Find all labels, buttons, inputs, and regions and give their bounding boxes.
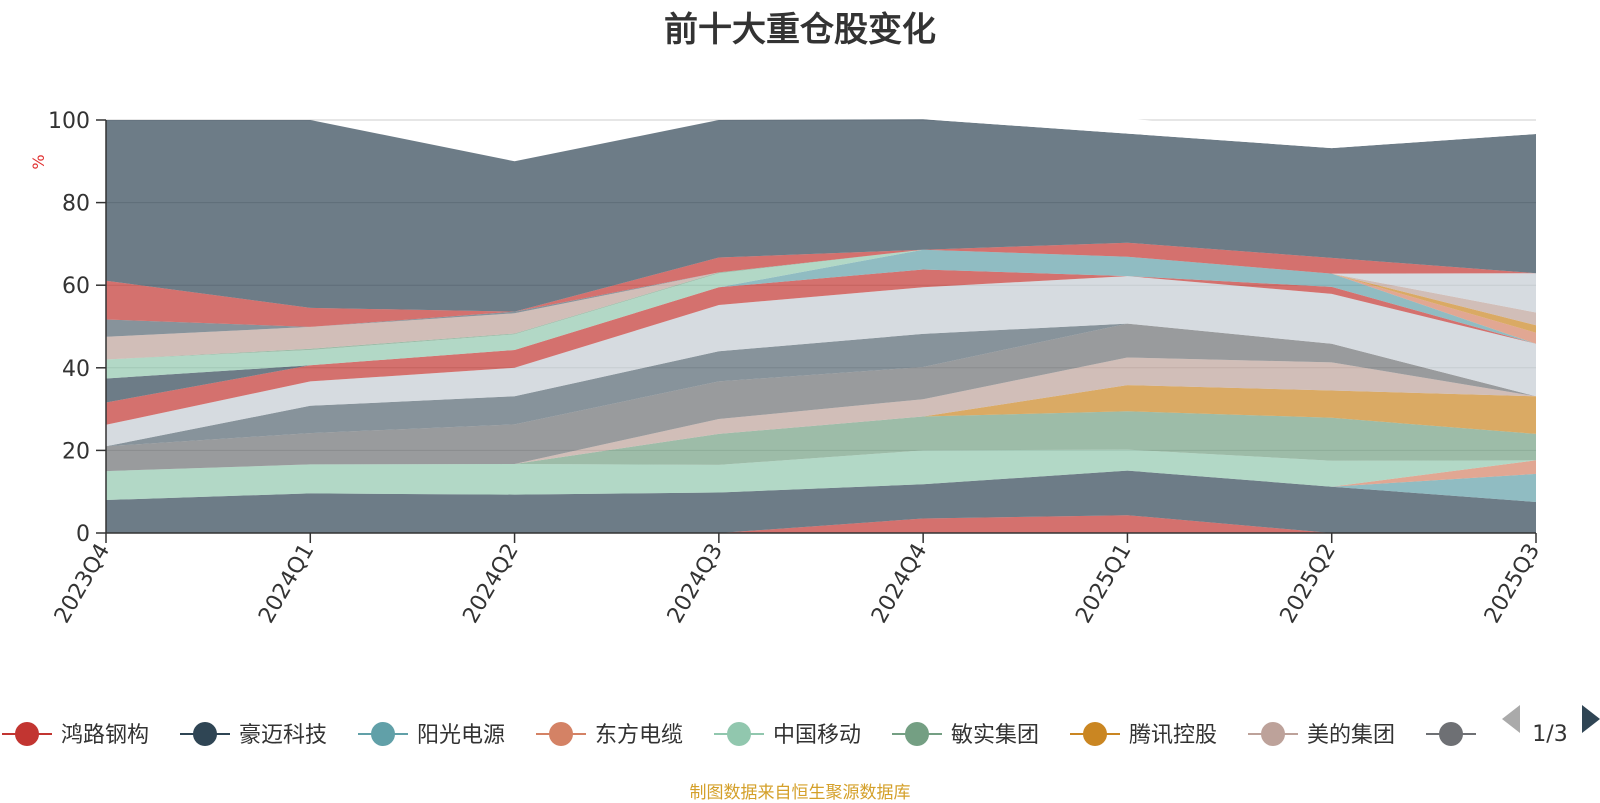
legend-label: 东方电缆 [595, 723, 683, 748]
area-series-紫金矿业[interactable] [106, 249, 1536, 379]
y-axis-label: % [29, 154, 48, 169]
legend-item[interactable]: 敏实集团 [892, 722, 1039, 748]
x-tick-label: 2024Q3 [663, 540, 728, 628]
area-series-美的集团[interactable] [106, 357, 1536, 472]
legend-marker-icon [549, 722, 573, 746]
area-series-比亚迪[interactable] [106, 249, 1536, 379]
area-series-腾讯控股[interactable] [106, 385, 1536, 472]
legend-marker-icon [371, 722, 395, 746]
area-series-宁德时代[interactable] [106, 323, 1536, 447]
legend-item[interactable]: 阳光电源 [358, 722, 505, 748]
chart-title: 前十大重仓股变化 [664, 10, 936, 50]
y-tick-label: 60 [62, 274, 90, 299]
x-tick-label: 2025Q2 [1276, 540, 1341, 628]
legend-marker-icon [1261, 722, 1285, 746]
legend-label: 豪迈科技 [239, 723, 327, 748]
legend-label: 阳光电源 [417, 723, 505, 748]
y-tick-label: 80 [62, 192, 90, 217]
y-tick-label: 0 [76, 522, 90, 547]
y-tick-label: 100 [48, 109, 90, 134]
x-tick-label: 2024Q4 [867, 540, 932, 628]
legend-item[interactable]: 海尔智家 [1426, 722, 1573, 748]
area-series-海尔智家[interactable] [106, 323, 1536, 472]
area-series-国电南瑞[interactable] [106, 276, 1536, 447]
legend: 鸿路钢构 豪迈科技 阳光电源 东方电缆 中国移动 敏实集团 腾讯控股 美的集团 海尔智家 [2, 722, 1573, 748]
y-tick-labels: 0 20 40 60 80 100 [48, 109, 90, 547]
legend-label: 美的集团 [1307, 723, 1395, 748]
legend-marker-icon [1083, 722, 1107, 746]
legend-item[interactable]: 豪迈科技 [180, 722, 327, 748]
legend-marker-icon [193, 722, 217, 746]
area-series-隐藏[interactable] [106, 118, 1536, 162]
x-tick-label: 2025Q3 [1480, 540, 1545, 628]
legend-label: 中国移动 [773, 723, 861, 748]
area-series-中国移动[interactable] [106, 449, 1536, 500]
legend-item[interactable]: 腾讯控股 [1070, 722, 1217, 748]
legend-item[interactable]: 鸿路钢构 [2, 722, 149, 748]
area-series-其他[interactable] [106, 119, 1536, 312]
legend-marker-icon [727, 722, 751, 746]
y-tick-label: 40 [62, 357, 90, 382]
legend-prev-icon[interactable] [1502, 705, 1520, 733]
legend-item[interactable]: 中国移动 [714, 722, 861, 748]
stacked-areas [106, 118, 1536, 533]
y-tick-label: 20 [62, 439, 90, 464]
area-series-豪迈科技[interactable] [106, 470, 1536, 533]
legend-pager: 1/3 [1502, 705, 1600, 747]
area-series-鸿路钢构[interactable] [106, 515, 1536, 533]
data-source-footer: 制图数据来自恒生聚源数据库 [689, 783, 911, 803]
legend-item[interactable]: 美的集团 [1248, 722, 1395, 748]
area-series-长江电力[interactable] [106, 249, 1536, 337]
x-tick-label: 2024Q1 [254, 540, 319, 628]
legend-next-icon[interactable] [1582, 705, 1600, 733]
axes [105, 120, 1536, 534]
area-series-敏实集团[interactable] [106, 411, 1536, 472]
legend-item[interactable]: 东方电缆 [536, 722, 683, 748]
area-series-北方华创[interactable] [106, 242, 1536, 327]
legend-marker-icon [905, 722, 929, 746]
legend-marker-icon [15, 722, 39, 746]
legend-marker-icon [1439, 722, 1463, 746]
x-tick-label: 2023Q4 [50, 540, 115, 628]
area-series-招商银行[interactable] [106, 249, 1536, 360]
legend-label: 腾讯控股 [1129, 723, 1217, 748]
x-tick-label: 2024Q2 [458, 540, 523, 628]
legend-label: 鸿路钢构 [61, 723, 149, 748]
legend-label: 敏实集团 [951, 723, 1039, 748]
x-tick-labels: 2023Q4 2024Q1 2024Q2 2024Q3 2024Q4 2025Q1 2025… [50, 540, 1545, 628]
x-tick-label: 2025Q1 [1071, 540, 1136, 628]
legend-page-indicator: 1/3 [1532, 722, 1567, 747]
